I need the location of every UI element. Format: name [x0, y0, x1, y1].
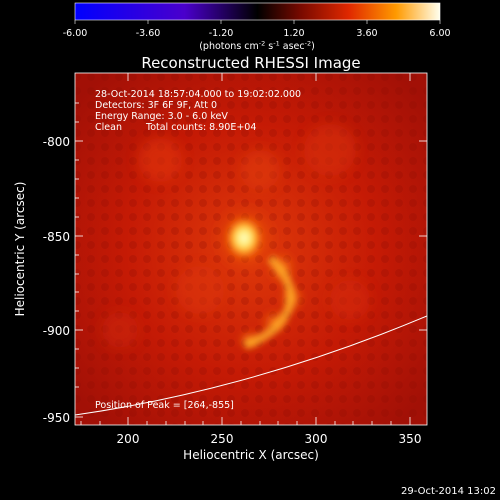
rhessi-image [75, 73, 427, 425]
energy-range: Energy Range: 3.0 - 6.0 keV [95, 111, 228, 122]
image-info: 28-Oct-2014 18:57:04.000 to 19:02:02.000… [95, 89, 301, 411]
colorbar-tick-label: -6.00 [63, 28, 88, 39]
x-tick-label: 350 [399, 432, 422, 446]
solar-limb [75, 315, 427, 416]
colorbar-tick-label: 1.20 [283, 28, 304, 39]
detectors: Detectors: 3F 6F 9F, Att 0 [95, 100, 217, 111]
plot-frame [74, 72, 428, 426]
colorbar-units: (photons cm-2 s-1 asec-2) [199, 40, 315, 53]
colorbar-tick-label: -3.60 [136, 28, 161, 39]
algorithm: Clean [95, 122, 122, 133]
peak-source [225, 216, 263, 260]
footer-timestamp: 29-Oct-2014 13:02 [401, 486, 496, 497]
colorbar [74, 2, 441, 21]
x-axis-ticks [80, 73, 411, 425]
x-tick-label: 200 [117, 432, 140, 446]
total-counts: Total counts: 8.90E+04 [145, 122, 256, 133]
source-arc [236, 250, 306, 352]
colorbar-tick-label: 3.60 [356, 28, 377, 39]
time-range: 28-Oct-2014 18:57:04.000 to 19:02:02.000 [95, 89, 301, 100]
y-tick-label: -900 [43, 324, 70, 338]
plot-title: Reconstructed RHESSI Image [141, 54, 360, 72]
y-tick-label: -850 [43, 230, 70, 244]
y-axis-label: Heliocentric Y (arcsec) [13, 182, 27, 317]
x-axis-label: Heliocentric X (arcsec) [183, 448, 319, 462]
y-tick-label: -800 [43, 135, 70, 149]
colorbar-ticks [74, 20, 441, 24]
x-tick-label: 300 [305, 432, 328, 446]
x-tick-label: 250 [211, 432, 234, 446]
y-axis-ticks [75, 102, 427, 418]
y-tick-label: -950 [43, 411, 70, 425]
colorbar-tick-label: -1.20 [209, 28, 234, 39]
peak-position: Position of Peak = [264,-855] [95, 400, 234, 411]
colorbar-tick-label: 6.00 [429, 28, 450, 39]
